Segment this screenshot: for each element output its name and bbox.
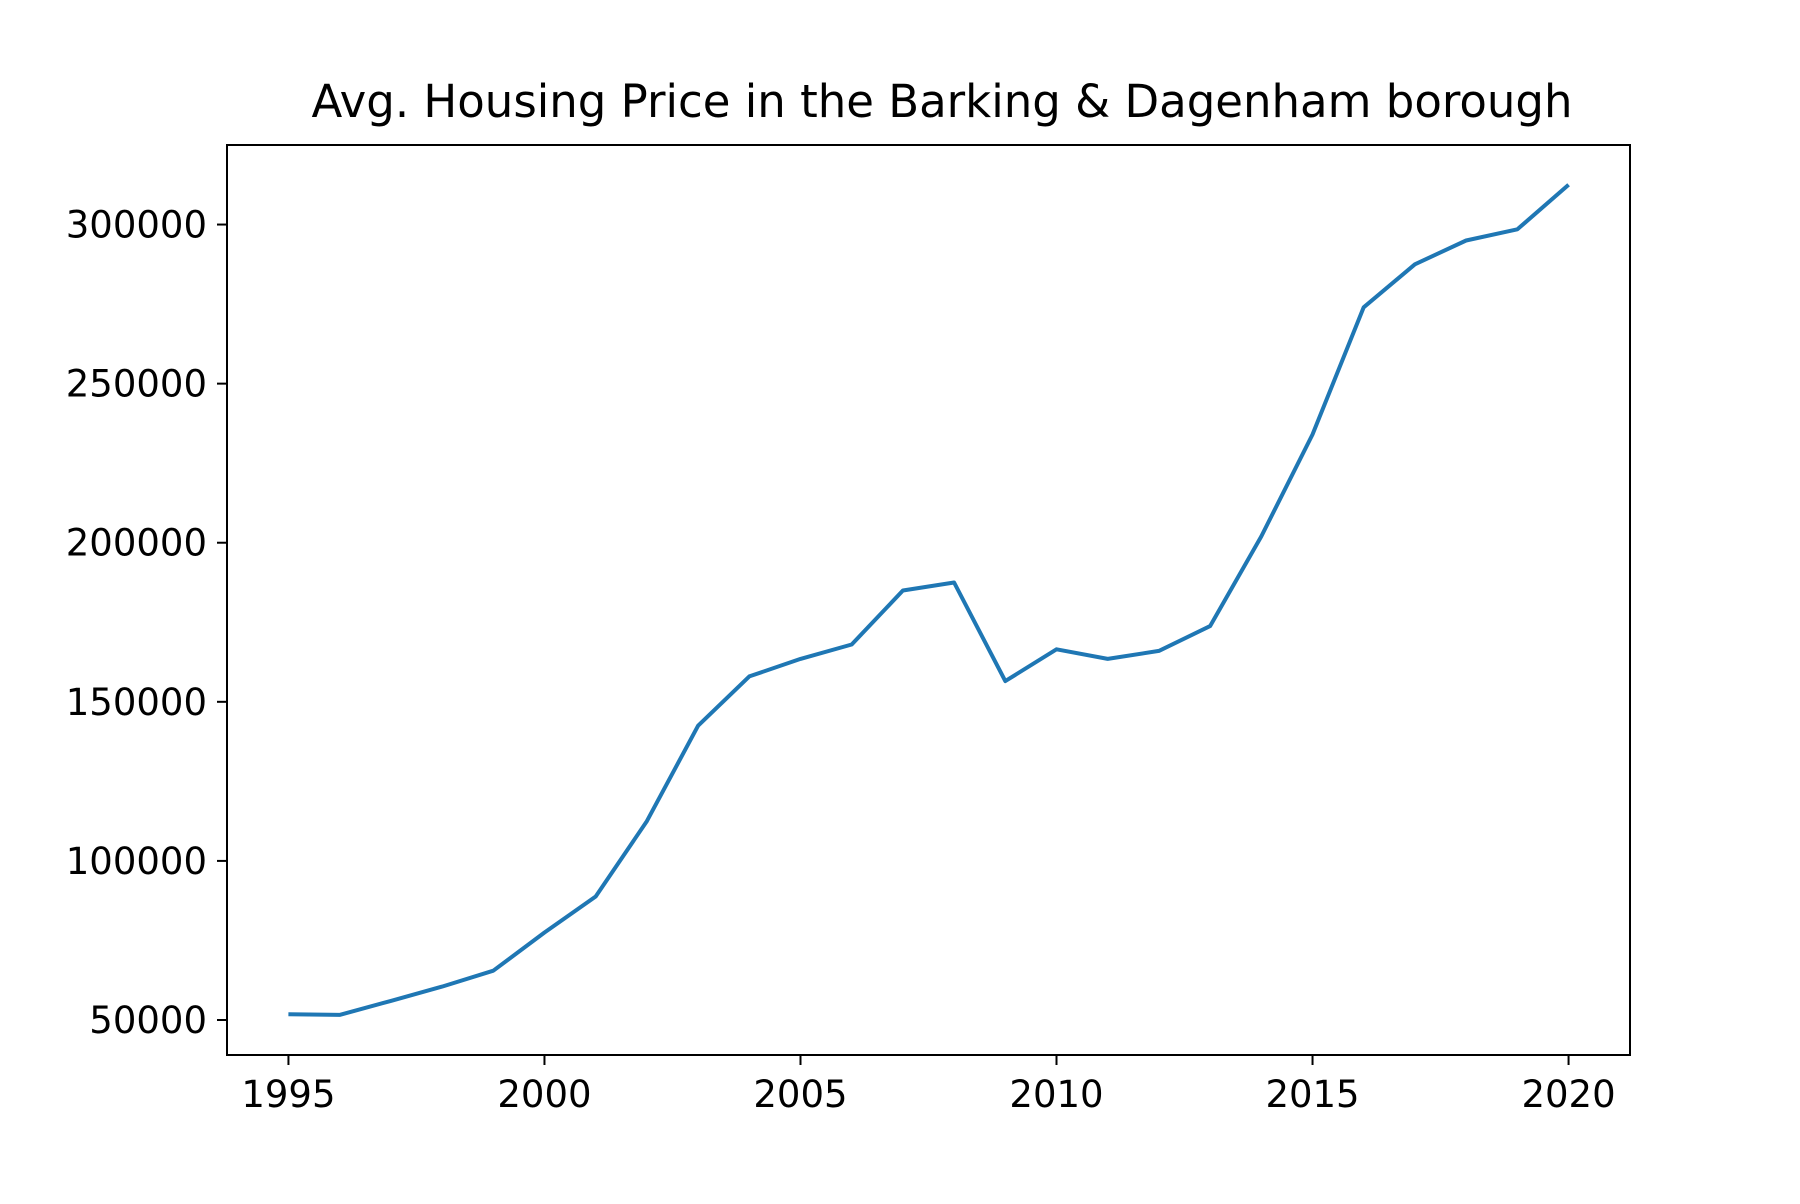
- y-tick-label: 200000: [66, 522, 207, 565]
- y-tick-label: 250000: [66, 363, 207, 406]
- x-tick-label: 2020: [1521, 1073, 1615, 1116]
- x-tick-label: 2000: [497, 1073, 591, 1116]
- y-tick-label: 50000: [89, 999, 207, 1042]
- x-tick-label: 1995: [241, 1073, 335, 1116]
- y-tick-label: 100000: [66, 840, 207, 883]
- y-tick-label: 300000: [66, 204, 207, 247]
- plot-area-frame: [226, 144, 1631, 1056]
- x-tick-label: 2005: [753, 1073, 847, 1116]
- series-layer: [288, 183, 1570, 1017]
- y-axis: 50000 100000 150000 200000 250000 300000: [66, 204, 227, 1042]
- series-line: [288, 183, 1570, 1017]
- x-tick-label: 2015: [1265, 1073, 1359, 1116]
- x-tick-label: 2010: [1009, 1073, 1103, 1116]
- y-tick-label: 150000: [66, 681, 207, 724]
- chart-title: Avg. Housing Price in the Barking & Dage…: [311, 75, 1572, 128]
- x-axis: 1995 2000 2005 2010 2015 2020: [241, 1055, 1616, 1116]
